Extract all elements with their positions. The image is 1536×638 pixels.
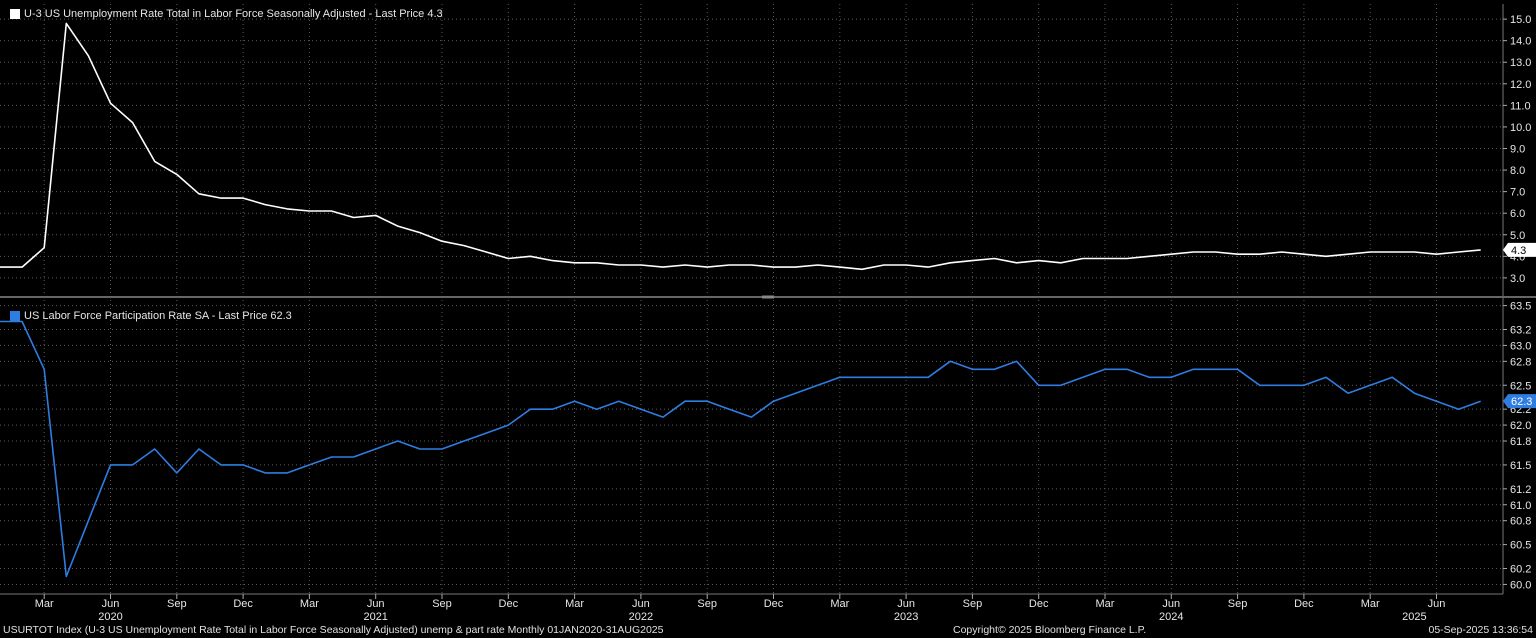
footer-description: USURTOT Index (U-3 US Unemployment Rate …	[3, 624, 664, 636]
x-tick-label: Sep	[1228, 598, 1248, 610]
series-line-participation	[0, 320, 1481, 578]
footer-copyright: Copyright© 2025 Bloomberg Finance L.P.	[953, 624, 1147, 636]
x-tick-label: Jun	[102, 598, 120, 610]
last-price-marker	[1503, 394, 1536, 409]
x-year-label: 2020	[98, 611, 122, 623]
x-tick-label: Mar	[1096, 598, 1115, 610]
x-year-label: 2021	[363, 611, 387, 623]
x-tick-label: Mar	[830, 598, 849, 610]
y-tick-label: 3.0	[1510, 273, 1525, 285]
x-year-label: 2023	[894, 611, 918, 623]
y-tick-label: 60.2	[1510, 564, 1531, 576]
y-tick-label: 61.5	[1510, 460, 1531, 472]
series-lines	[0, 22, 1481, 578]
y-tick-label: 62.0	[1510, 420, 1531, 432]
x-tick-label: Sep	[432, 598, 452, 610]
y-tick-label: 14.0	[1510, 36, 1531, 48]
x-tick-label: Jun	[632, 598, 650, 610]
last-price-marker	[1503, 242, 1536, 257]
panel-divider-handle	[762, 295, 774, 299]
x-tick-label: Sep	[963, 598, 983, 610]
y-tick-label: 60.8	[1510, 516, 1531, 528]
x-tick-label: Sep	[697, 598, 717, 610]
last-price-label: 62.3	[1511, 396, 1532, 408]
x-tick-label: Mar	[300, 598, 319, 610]
x-tick-label: Jun	[367, 598, 385, 610]
x-tick-label: Dec	[1294, 598, 1314, 610]
legend-swatch-participation	[10, 311, 20, 321]
y-tick-label: 63.5	[1510, 301, 1531, 313]
y-tick-label: 61.0	[1510, 500, 1531, 512]
x-tick-label: Dec	[499, 598, 519, 610]
x-tick-label: Mar	[1361, 598, 1380, 610]
y-tick-label: 6.0	[1510, 208, 1525, 220]
y-tick-label: 7.0	[1510, 187, 1525, 199]
x-tick-label: Dec	[1029, 598, 1049, 610]
legend-label-participation: US Labor Force Participation Rate SA - L…	[24, 310, 292, 322]
x-tick-label: Sep	[167, 598, 187, 610]
legend-label-unemployment: U-3 US Unemployment Rate Total in Labor …	[24, 8, 443, 20]
x-year-label: 2022	[629, 611, 653, 623]
y-tick-label: 63.2	[1510, 324, 1531, 336]
y-tick-label: 11.0	[1510, 100, 1531, 112]
x-tick-label: Jun	[897, 598, 915, 610]
y-tick-label: 63.0	[1510, 340, 1531, 352]
y-tick-label: 60.5	[1510, 540, 1531, 552]
y-tick-label: 61.8	[1510, 436, 1531, 448]
y-tick-label: 8.0	[1510, 165, 1525, 177]
y-tick-label: 10.0	[1510, 122, 1531, 134]
y-tick-label: 62.8	[1510, 356, 1531, 368]
y-tick-label: 13.0	[1510, 57, 1531, 69]
series-line-unemployment	[0, 22, 1481, 271]
x-tick-label: Jun	[1162, 598, 1180, 610]
y-tick-label: 61.2	[1510, 484, 1531, 496]
y-tick-label: 15.0	[1510, 14, 1531, 26]
x-tick-label: Dec	[764, 598, 784, 610]
y-tick-label: 5.0	[1510, 230, 1525, 242]
footer-timestamp: 05-Sep-2025 13:36:54	[1428, 624, 1533, 636]
y-tick-label: 9.0	[1510, 144, 1525, 156]
x-year-label: 2024	[1159, 611, 1183, 623]
legend-unemployment: U-3 US Unemployment Rate Total in Labor …	[10, 8, 443, 20]
legend-swatch-unemployment	[10, 9, 20, 19]
grid-lines	[0, 4, 1536, 595]
y-tick-label: 12.0	[1510, 79, 1531, 91]
x-tick-label: Dec	[233, 598, 253, 610]
y-tick-label: 62.5	[1510, 380, 1531, 392]
legend-participation: US Labor Force Participation Rate SA - L…	[10, 310, 292, 322]
x-tick-label: Jun	[1428, 598, 1446, 610]
x-axis: Mar Jun Sep Dec Mar Jun Sep Dec Mar Jun Sep Dec Mar J…	[35, 594, 1446, 623]
x-year-label: 2025	[1402, 611, 1426, 623]
y-axes: 3.04.05.06.07.08.09.010.011.012.013.014.…	[1503, 14, 1536, 591]
last-price-label: 4.3	[1511, 245, 1526, 257]
x-tick-label: Mar	[565, 598, 584, 610]
y-tick-label: 60.0	[1510, 579, 1531, 591]
x-tick-label: Mar	[35, 598, 54, 610]
